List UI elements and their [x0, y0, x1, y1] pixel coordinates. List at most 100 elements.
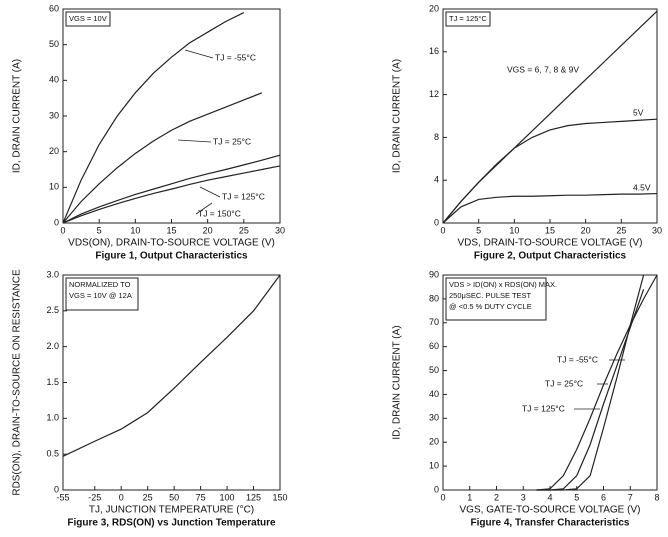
annotation-box: [445, 11, 491, 27]
x-tick-label: 10: [130, 225, 140, 235]
x-tick-label: 7: [628, 492, 633, 502]
y-tick-label: 8: [434, 132, 439, 142]
y-tick-label: 2.0: [46, 341, 59, 351]
y-tick-label: 16: [429, 46, 439, 56]
y-tick-label: 2.5: [46, 305, 59, 315]
y-tick-label: 70: [429, 317, 439, 327]
series-line: [536, 289, 645, 491]
y-axis-label: ID, DRAIN CURRENT (A): [392, 59, 403, 173]
leader-line: [199, 186, 221, 198]
x-axis-label: VGS, GATE-TO-SOURCE VOLTAGE (V): [460, 505, 641, 516]
x-tick-label: 10: [509, 225, 519, 235]
chart-caption: Figure 4, Transfer Characteristics: [471, 518, 630, 529]
series-label: TJ = 25°C: [213, 136, 251, 146]
y-tick-label: 20: [429, 437, 439, 447]
x-tick-label: 25: [616, 225, 626, 235]
annotation: VGS = 10V @ 12A: [69, 291, 132, 300]
y-tick-label: 10: [429, 460, 439, 470]
x-tick-label: 15: [545, 225, 555, 235]
x-tick-label: 8: [654, 492, 659, 502]
y-tick-label: 0: [54, 484, 59, 494]
series-label: TJ = 150°C: [198, 208, 241, 218]
x-tick-label: 6: [601, 492, 606, 502]
series-label: TJ = -55°C: [215, 52, 256, 62]
y-tick-label: 30: [49, 110, 59, 120]
series-line: [62, 165, 281, 224]
x-tick-label: 0: [119, 492, 124, 502]
x-axis-label: VDS(ON), DRAIN-TO-SOURCE VOLTAGE (V): [68, 238, 275, 249]
y-tick-label: 1.0: [46, 413, 59, 423]
y-tick-label: 1.5: [46, 377, 59, 387]
series-label: 5V: [633, 107, 644, 117]
series-line: [62, 154, 281, 224]
y-tick-label: 40: [429, 389, 439, 399]
x-tick-label: -25: [88, 492, 101, 502]
y-tick-label: 4: [434, 175, 439, 185]
annotation: NORMALIZED TO: [69, 280, 131, 289]
y-tick-label: 0: [54, 217, 59, 227]
series-label: TJ = 125°C: [522, 403, 565, 413]
x-tick-label: 1: [467, 492, 472, 502]
annotation: TJ = 125°C: [449, 14, 487, 23]
y-tick-label: 3.0: [46, 269, 59, 279]
leader-line: [195, 202, 213, 215]
chart-caption: Figure 2, Output Characteristics: [474, 251, 627, 262]
x-tick-label: 75: [196, 492, 206, 502]
x-tick-label: 15: [166, 225, 176, 235]
chart-caption: Figure 3, RDS(ON) vs Junction Temperatur…: [67, 518, 276, 529]
y-tick-label: 50: [429, 365, 439, 375]
series-line: [62, 274, 281, 457]
annotation: VGS = 10V: [69, 14, 107, 23]
x-tick-label: 4: [547, 492, 552, 502]
y-axis-label: ID, DRAIN CURRENT (A): [12, 59, 23, 173]
x-tick-label: 5: [476, 225, 481, 235]
series-label: TJ = 25°C: [545, 378, 583, 388]
y-tick-label: 12: [429, 89, 439, 99]
x-tick-label: 30: [652, 225, 662, 235]
x-axis-label: TJ, JUNCTION TEMPERATURE (°C): [89, 505, 254, 516]
x-tick-label: -55: [56, 492, 69, 502]
series-label: TJ = 125°C: [222, 191, 265, 201]
y-tick-label: 20: [49, 146, 59, 156]
x-tick-label: 150: [272, 492, 287, 502]
x-tick-label: 25: [143, 492, 153, 502]
x-tick-label: 20: [581, 225, 591, 235]
series-line: [442, 118, 658, 224]
y-tick-label: 20: [429, 3, 439, 13]
annotation-box: [65, 11, 111, 27]
annotation: VDS > ID(ON) x RDS(ON) MAX.: [449, 280, 557, 289]
y-tick-label: 80: [429, 293, 439, 303]
x-axis-label: VDS, DRAIN-TO-SOURCE VOLTAGE (V): [457, 238, 642, 249]
series-line: [62, 92, 263, 224]
y-tick-label: 50: [49, 39, 59, 49]
x-tick-label: 5: [97, 225, 102, 235]
series-label: VGS = 6, 7, 8 & 9V: [507, 64, 579, 74]
chart-caption: Figure 1, Output Characteristics: [95, 251, 248, 262]
annotation-box: [65, 277, 139, 311]
x-tick-label: 50: [169, 492, 179, 502]
annotation: @ <0.5 % DUTY CYCLE: [449, 302, 532, 311]
x-tick-label: 100: [220, 492, 235, 502]
x-tick-label: 0: [60, 225, 65, 235]
y-tick-label: 60: [49, 3, 59, 13]
x-tick-label: 3: [521, 492, 526, 502]
series-line: [442, 192, 658, 224]
x-tick-label: 20: [203, 225, 213, 235]
series-label: 4.5V: [633, 182, 651, 192]
annotation: 250μSEC. PULSE TEST: [449, 291, 532, 300]
x-tick-label: 30: [275, 225, 285, 235]
x-tick-label: 0: [440, 492, 445, 502]
y-tick-label: 40: [49, 75, 59, 85]
y-tick-label: 60: [429, 341, 439, 351]
leader-line: [184, 49, 214, 59]
y-tick-label: 10: [49, 182, 59, 192]
x-tick-label: 2: [494, 492, 499, 502]
series-line: [62, 12, 245, 224]
y-axis-label: ID, DRAIN CURRENT (A): [392, 325, 403, 439]
y-tick-label: 0: [434, 484, 439, 494]
x-tick-label: 125: [246, 492, 261, 502]
series-line: [442, 10, 658, 224]
leader-line: [177, 139, 212, 143]
